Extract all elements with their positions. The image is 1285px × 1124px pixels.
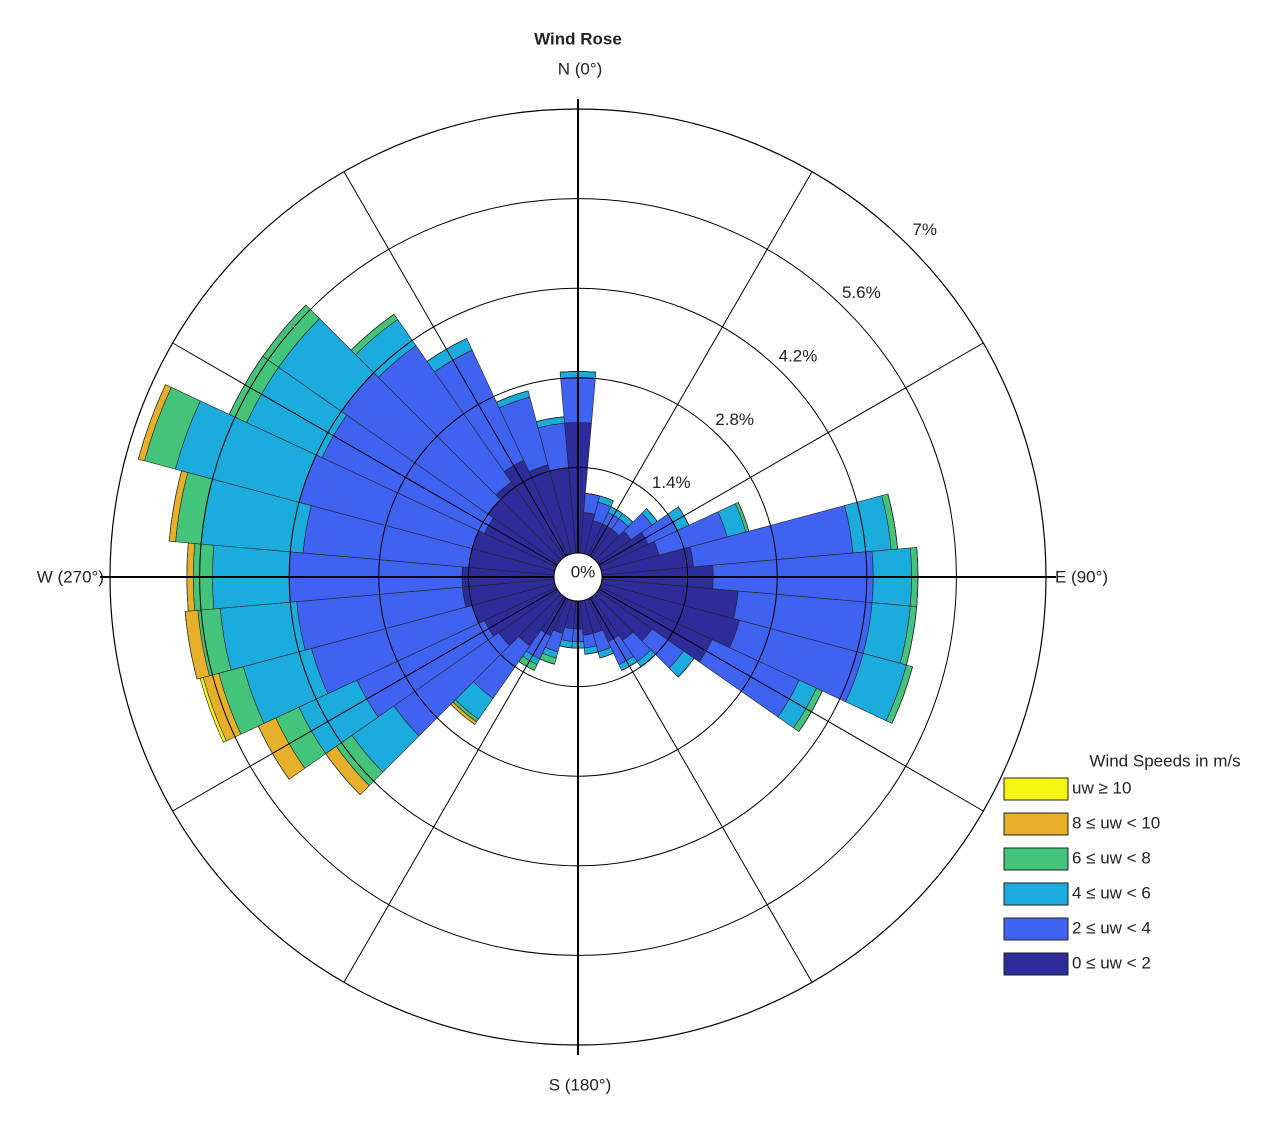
spoke: [343, 171, 569, 560]
legend-label: uw ≥ 10: [1072, 778, 1131, 797]
legend-swatch: [1003, 917, 1069, 941]
grid-ring: [199, 198, 957, 956]
r-tick-label: 1.4%: [652, 473, 691, 492]
legend-swatch: [1003, 777, 1069, 801]
wedge: [536, 416, 565, 422]
legend-swatch: [1003, 952, 1069, 976]
wedge: [262, 304, 307, 357]
label-bg: [649, 473, 693, 493]
wedge: [599, 495, 614, 502]
r-tick-label: 2.8%: [715, 410, 754, 429]
center-hole: [553, 552, 603, 602]
spoke: [595, 586, 984, 812]
legend-label: 4 ≤ uw < 6: [1072, 883, 1151, 902]
r-tick-label: 7%: [912, 220, 937, 239]
spoke: [587, 594, 813, 983]
spoke: [595, 342, 984, 568]
legend-label: 6 ≤ uw < 8: [1072, 848, 1151, 867]
direction-label: W (270°): [37, 567, 104, 586]
spoke: [172, 586, 561, 812]
label-bg: [713, 409, 757, 429]
spoke: [343, 594, 569, 983]
label-bg: [910, 219, 940, 239]
spoke: [172, 342, 561, 568]
legend-swatch: [1003, 847, 1069, 871]
grid-ring: [378, 377, 778, 777]
r-tick-label: 5.6%: [842, 283, 881, 302]
label-bg: [776, 346, 820, 366]
legend-swatch: [1003, 882, 1069, 906]
direction-label: N (0°): [558, 59, 603, 78]
legend-swatch: [1003, 812, 1069, 836]
chart-title: Wind Rose: [534, 29, 622, 48]
r-tick-label: 0%: [571, 562, 596, 581]
legend-label: 8 ≤ uw < 10: [1072, 813, 1160, 832]
label-bg: [839, 283, 883, 303]
direction-label: S (180°): [549, 1075, 612, 1094]
wedge: [677, 658, 695, 678]
spoke: [587, 171, 813, 560]
grid-ring: [288, 287, 868, 867]
direction-label: E (90°): [1055, 567, 1108, 586]
wedge: [560, 371, 596, 373]
legend-label: 2 ≤ uw < 4: [1072, 918, 1151, 937]
wedge: [599, 652, 614, 659]
grid-ring: [467, 466, 689, 688]
legend-title: Wind Speeds in m/s: [1089, 751, 1240, 770]
legend-label: 0 ≤ uw < 2: [1072, 953, 1151, 972]
grid-ring: [109, 108, 1047, 1046]
r-tick-label: 4.2%: [779, 346, 818, 365]
